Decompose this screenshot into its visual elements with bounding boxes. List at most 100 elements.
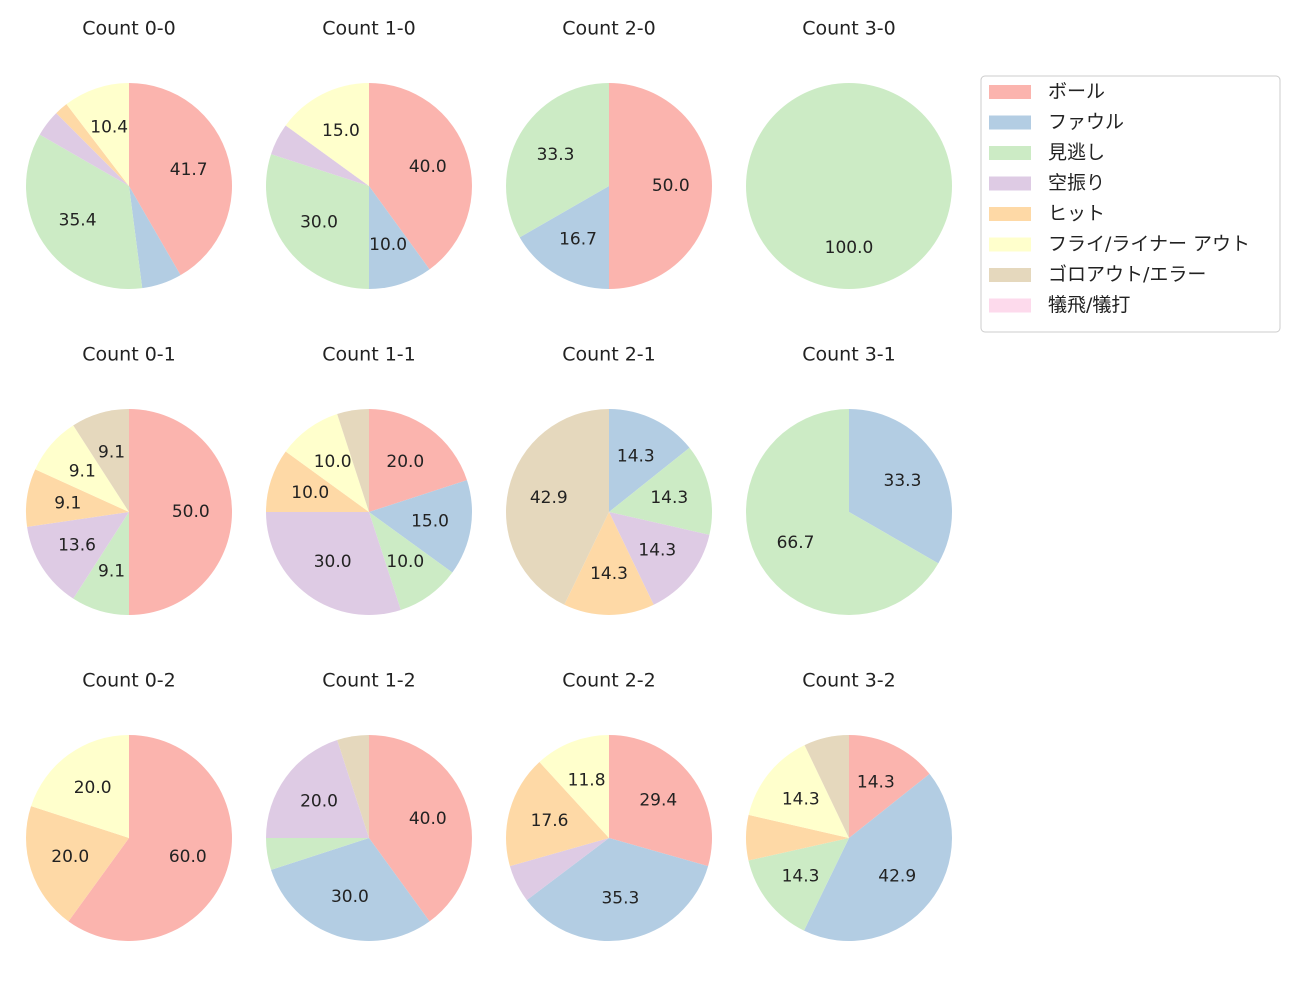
pie-slice [509,838,609,901]
pie-slice [337,735,369,838]
value-label: 10.0 [386,552,424,572]
pie-slice [849,735,930,838]
pie-slice [39,113,129,186]
pie-slice [369,735,473,922]
value-label: 30.0 [300,212,338,232]
value-label: 9.1 [98,561,125,581]
pie-slice [271,838,430,941]
pie-slice [369,83,473,270]
value-label: 10.0 [291,483,329,503]
value-label: 50.0 [172,502,210,522]
value-label: 20.0 [386,452,424,472]
legend-label: ボール [1048,81,1105,103]
value-label: 35.4 [59,210,97,230]
pie-slice [369,186,430,289]
pie-title: Count 3-1 [802,344,896,366]
value-label: 30.0 [314,552,352,572]
pie-title: Count 1-1 [322,344,416,366]
pie-slice [746,83,952,289]
value-label: 33.3 [537,145,575,165]
pie-title: Count 3-0 [802,18,896,40]
pie-slice [266,451,369,512]
value-label: 14.3 [617,446,655,466]
pie-slice [35,425,129,512]
value-label: 14.3 [650,488,688,508]
pie-slice [266,154,369,289]
pie-slice [68,735,232,941]
value-label: 11.8 [568,770,606,790]
legend-swatch [989,176,1031,191]
pie-title: Count 2-0 [562,18,656,40]
pie-slice [849,409,953,564]
value-label: 14.3 [638,541,676,561]
value-label: 9.1 [98,443,125,463]
pie-slice [31,735,129,838]
pie-slice [609,83,712,289]
pie-slice [746,814,849,861]
value-label: 14.3 [782,866,820,886]
pie-title: Count 3-2 [802,670,896,692]
value-label: 42.9 [530,488,568,508]
legend-label: 見逃し [1048,142,1105,164]
value-label: 35.3 [601,889,639,909]
legend-label: ファウル [1048,111,1124,133]
legend-box [980,75,1281,333]
pie-slice [26,806,130,922]
value-label: 20.0 [74,778,112,798]
pie-slice [25,134,143,290]
value-label: 60.0 [169,847,207,867]
value-label: 14.3 [590,564,628,584]
pie-slice [506,83,609,238]
value-label: 14.3 [857,772,895,792]
pie-slice [505,409,609,605]
pie-slice [129,83,233,276]
pie-slice [271,125,369,186]
pie-slice [337,409,369,512]
value-label: 9.1 [54,493,81,513]
pie-slice [369,409,467,512]
pie-title: Count 0-2 [82,670,176,692]
pie-title: Count 1-2 [322,670,416,692]
value-label: 15.0 [322,121,360,141]
value-label: 10.0 [314,452,352,472]
pie-slice [804,735,849,838]
pie-slice [73,512,129,615]
value-label: 10.4 [90,117,128,137]
pie-slice [609,447,712,535]
value-label: 66.7 [777,533,815,553]
legend-label: 空振り [1048,172,1105,194]
pie-slice [506,762,609,867]
pie-slice [745,409,939,616]
legend-label: ヒット [1048,203,1105,225]
pie-slice [609,512,710,605]
pie-slice [56,104,129,186]
pie-slice [748,745,849,838]
pie-slice [27,512,129,599]
legend-label: 犠飛/犠打 [1048,294,1130,316]
pie-title: Count 1-0 [322,18,416,40]
value-label: 9.1 [69,462,96,482]
pie-slice [266,740,369,838]
pie-slice [129,409,232,615]
legend-label: ゴロアウト/エラー [1048,264,1206,286]
value-label: 20.0 [51,847,89,867]
legend-swatch [989,146,1031,160]
pie-slice [369,480,472,573]
pie-slice [266,512,401,615]
pie-slice [803,773,953,941]
value-label: 100.0 [825,238,874,258]
value-label: 42.9 [878,867,916,887]
value-label: 20.0 [300,792,338,812]
value-label: 30.0 [331,887,369,907]
value-label: 50.0 [652,176,690,196]
pie-slice [748,838,849,931]
pie-slice [369,512,453,610]
legend-swatch [989,268,1031,282]
legend-swatch [989,298,1031,313]
pie-slice [609,409,690,512]
pie-slice [564,512,654,616]
pie-title: Count 2-2 [562,670,656,692]
pie-title: Count 0-1 [82,344,176,366]
